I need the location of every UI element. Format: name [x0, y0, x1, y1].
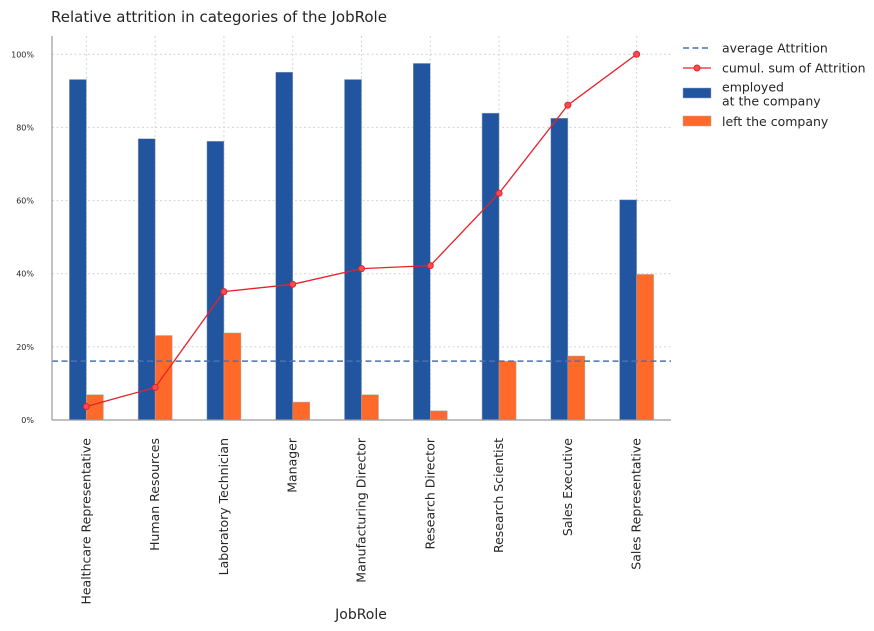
x-tick-label: Research Director — [422, 437, 437, 549]
bar-employed — [344, 79, 362, 421]
x-axis: Healthcare Representative Human Resources… — [78, 437, 643, 604]
cumulative-point — [220, 288, 228, 296]
x-tick-label: Research Scientist — [491, 438, 506, 553]
x-tick-label: Manager — [285, 437, 300, 493]
cumulative-point — [633, 50, 641, 58]
x-tick-label: Sales Executive — [560, 438, 575, 536]
bar-left — [636, 274, 654, 421]
bar-employed — [550, 118, 569, 421]
cumulative-point — [358, 265, 365, 273]
bar-employed — [69, 79, 87, 421]
y-tick-label: 0% — [21, 416, 34, 425]
bar-left — [223, 332, 242, 421]
bar-left — [361, 394, 379, 421]
legend-cumulative-marker — [693, 64, 701, 72]
bar-left — [430, 410, 448, 421]
x-tick-label: Human Resources — [147, 438, 162, 551]
bar-employed — [275, 71, 293, 421]
legend-average-label: average Attrition — [722, 41, 828, 56]
bar-left — [567, 355, 586, 421]
x-tick-label: Manufacturing Director — [354, 437, 369, 583]
y-axis: 0% 20% 40% 60% 80% 100% — [11, 50, 34, 425]
cumulative-point — [495, 189, 503, 197]
y-tick-label: 100% — [11, 50, 34, 59]
x-tick-label: Sales Representative — [629, 438, 644, 570]
bar-left — [498, 360, 517, 421]
x-axis-label: JobRole — [334, 607, 387, 623]
legend-employed-label: employed at the company — [722, 80, 821, 109]
x-tick-label: Laboratory Technician — [216, 438, 231, 575]
bar-employed — [206, 141, 225, 421]
legend-left-label: left the company — [722, 114, 829, 129]
bar-left — [292, 401, 310, 421]
cumulative-point — [564, 101, 572, 109]
y-tick-label: 60% — [16, 197, 34, 206]
y-tick-label: 40% — [16, 270, 34, 279]
x-tick-label: Healthcare Representative — [78, 438, 93, 605]
cumulative-point — [151, 383, 159, 391]
bar-left — [154, 335, 173, 421]
cumulative-point — [289, 280, 297, 288]
legend-cumulative-label: cumul. sum of Attrition — [722, 61, 866, 76]
bar-employed — [481, 112, 500, 421]
y-tick-label: 20% — [16, 343, 34, 352]
bar-employed — [619, 199, 637, 421]
cumulative-line-group — [82, 50, 641, 410]
legend-employed-swatch — [682, 87, 712, 99]
legend: average Attrition cumul. sum of Attrition… — [682, 41, 866, 129]
legend-left-swatch — [682, 115, 712, 127]
bar-employed — [137, 138, 156, 421]
y-tick-label: 80% — [16, 123, 34, 132]
bars — [69, 63, 654, 421]
cumulative-point — [82, 402, 90, 410]
cumulative-point — [426, 262, 434, 270]
axes — [51, 36, 671, 421]
chart-title: Relative attrition in categories of the … — [51, 8, 387, 26]
bar-employed — [413, 63, 431, 421]
